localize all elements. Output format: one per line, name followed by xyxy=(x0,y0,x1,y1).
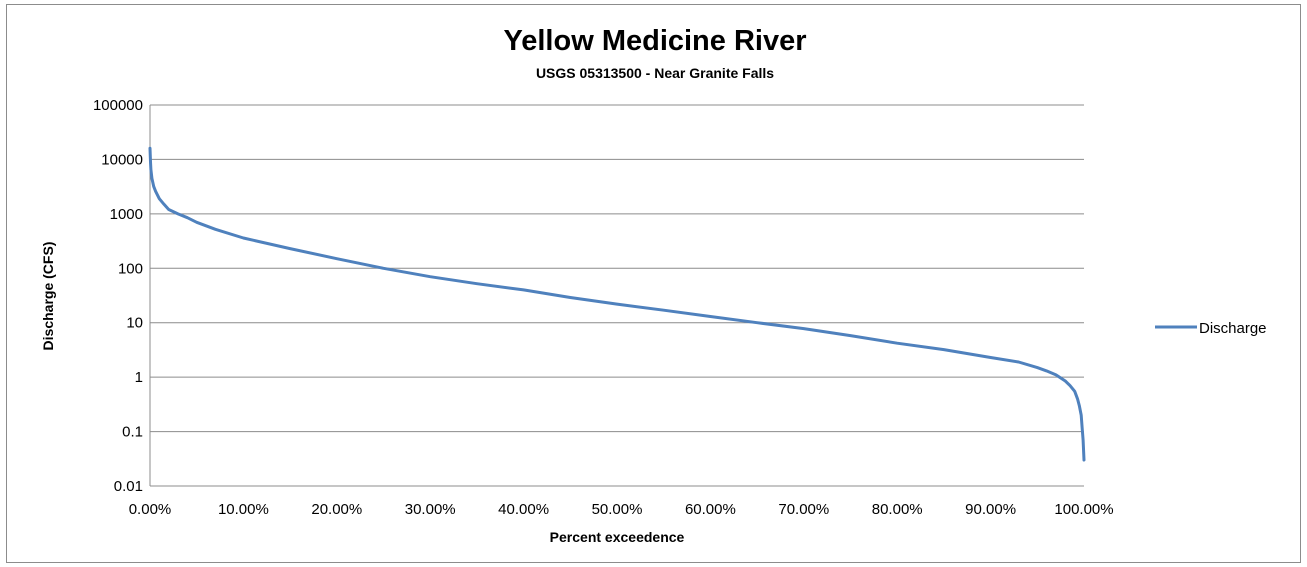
x-tick-label: 50.00% xyxy=(592,501,643,518)
x-tick-label: 90.00% xyxy=(965,501,1016,518)
y-axis-label: Discharge (CFS) xyxy=(40,242,56,351)
x-tick-label: 20.00% xyxy=(311,501,362,518)
y-tick-label: 1 xyxy=(135,369,143,386)
y-tick-label: 10000 xyxy=(101,151,143,168)
x-tick-label: 0.00% xyxy=(129,501,172,518)
grid-lines xyxy=(150,104,1084,433)
y-tick-label: 100 xyxy=(118,260,143,277)
x-tick-label: 60.00% xyxy=(685,501,736,518)
y-tick-labels: 0.01 0.1 1 10 100 1000 10000 100000 xyxy=(93,97,143,495)
series-line-discharge xyxy=(148,146,1086,462)
chart-frame xyxy=(6,4,1301,563)
chart-subtitle: USGS 05313500 - Near Granite Falls xyxy=(536,65,774,81)
x-tick-label: 10.00% xyxy=(218,501,269,518)
x-tick-label: 30.00% xyxy=(405,501,456,518)
y-tick-label: 0.1 xyxy=(122,424,143,441)
legend-label-discharge: Discharge xyxy=(1199,320,1267,337)
chart-title: Yellow Medicine River xyxy=(504,25,807,57)
y-tick-label: 100000 xyxy=(93,97,143,114)
x-tick-label: 40.00% xyxy=(498,501,549,518)
y-tick-label: 1000 xyxy=(110,206,143,223)
x-tick-labels: 0.00% 10.00% 20.00% 30.00% 40.00% 50.00% 60.00… xyxy=(129,501,1114,518)
x-tick-label: 70.00% xyxy=(778,501,829,518)
x-tick-label: 80.00% xyxy=(872,501,923,518)
y-tick-label: 10 xyxy=(126,315,143,332)
legend: Discharge xyxy=(1155,320,1267,337)
y-tick-label: 0.01 xyxy=(114,478,143,495)
x-axis-label: Percent exceedence xyxy=(550,529,685,545)
x-tick-label: 100.00% xyxy=(1054,501,1113,518)
